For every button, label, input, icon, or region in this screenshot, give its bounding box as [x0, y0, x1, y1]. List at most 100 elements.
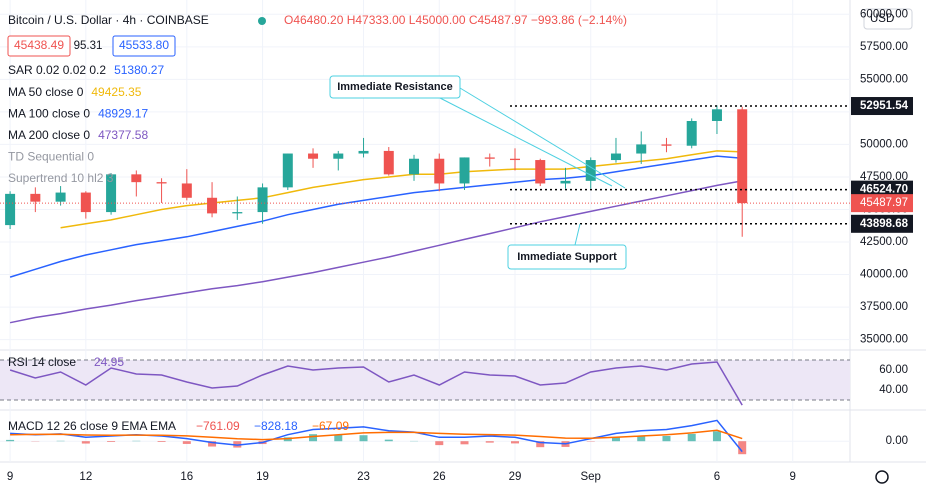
- ask: 45533.80: [119, 38, 169, 52]
- indicator-label: TD Sequential 0: [8, 150, 94, 164]
- series-line: [9, 361, 743, 406]
- marks-layer: [0, 105, 850, 455]
- x-tick-label: 6: [714, 471, 720, 483]
- indicator-value: 49425.35: [91, 85, 141, 99]
- candle-body: [181, 183, 192, 198]
- candle-body: [232, 212, 243, 214]
- overlay-layer: Bitcoin / U.S. Dollar · 4h · COINBASE O4…: [7, 8, 913, 484]
- histogram-bar: [460, 441, 469, 445]
- last-price-label: 45487.97: [860, 197, 908, 209]
- pane-value: −828.18: [254, 419, 298, 433]
- candle-body: [560, 180, 571, 184]
- candle-body: [358, 150, 369, 154]
- annotation-connector: [574, 223, 581, 246]
- candle-body: [434, 158, 445, 184]
- indicator-label: Supertrend 10 hl2 3: [8, 171, 114, 185]
- x-tick-label: 23: [357, 471, 370, 483]
- series-line: [9, 180, 743, 324]
- annotation-box: [329, 75, 461, 99]
- y-tick-label: 57500.00: [860, 41, 908, 53]
- histogram-bar: [637, 436, 646, 442]
- pane-title: RSI 14 close: [8, 355, 76, 369]
- series-line: [10, 429, 743, 441]
- histogram-bar: [738, 441, 747, 455]
- y-tick-label: 60.00: [879, 364, 908, 376]
- histogram-bar: [384, 439, 393, 442]
- histogram-bar: [359, 435, 368, 442]
- indicator-value: 51380.27: [114, 63, 164, 77]
- candle-body: [333, 153, 344, 159]
- indicator-label: MA 50 close 0: [8, 85, 84, 99]
- indicator-value: 47377.58: [98, 128, 148, 142]
- y-tick-label: 55000.00: [860, 73, 908, 85]
- currency-button[interactable]: [863, 8, 913, 30]
- candle-body: [484, 157, 495, 159]
- ask-box[interactable]: [112, 35, 176, 57]
- histogram-bar: [687, 433, 696, 442]
- histogram-bar: [208, 441, 217, 447]
- candle-body: [257, 187, 268, 213]
- indicator-label: MA 100 close 0: [8, 106, 90, 120]
- y-tick-label: 60000.00: [860, 8, 908, 20]
- x-tick-label: 16: [180, 471, 193, 483]
- x-tick-label: 9: [789, 471, 795, 483]
- x-tick-label: 9: [7, 471, 13, 483]
- histogram-bar: [309, 434, 318, 442]
- candle-body: [80, 192, 91, 213]
- y-tick-label: 40.00: [879, 384, 908, 396]
- bid: 45438.49: [14, 38, 64, 52]
- spread: 95.31: [74, 40, 103, 52]
- level-label-box: [851, 214, 913, 233]
- market-status: [258, 17, 266, 25]
- y-tick-label: 40000.00: [860, 269, 908, 281]
- annotation-connector: [459, 87, 626, 189]
- bid-box[interactable]: [7, 35, 71, 57]
- histogram-bar: [157, 441, 166, 442]
- histogram-bar: [435, 441, 444, 446]
- candle-body: [207, 197, 218, 214]
- candle-body: [5, 193, 16, 226]
- candle-body: [308, 153, 319, 159]
- candle-body: [737, 109, 748, 204]
- candle-body: [156, 182, 167, 184]
- histogram-bar: [712, 431, 721, 442]
- x-tick-label: 12: [79, 471, 92, 483]
- y-tick-label: 42500.00: [860, 236, 908, 248]
- candle-body: [106, 174, 117, 213]
- level-label: 52951.54: [860, 100, 909, 112]
- settings-icon[interactable]: [875, 470, 889, 484]
- annotation-text: Immediate Support: [517, 251, 617, 263]
- histogram-bar: [107, 441, 116, 442]
- x-tick-label: 26: [433, 471, 446, 483]
- pane-value: −761.09: [196, 419, 240, 433]
- histogram-bar: [485, 441, 494, 443]
- indicator-label: SAR 0.02 0.02 0.2: [8, 63, 106, 77]
- candle-body: [711, 109, 722, 122]
- histogram-bar: [182, 441, 191, 444]
- candle-body: [585, 160, 596, 181]
- histogram-bar: [6, 439, 15, 442]
- series-line: [9, 155, 743, 278]
- currency: USD: [870, 13, 894, 25]
- candle-body: [383, 150, 394, 175]
- y-tick-label: 47500.00: [860, 171, 908, 183]
- histogram-bar: [536, 441, 545, 448]
- ohlc: O46480.20 H47333.00 L45000.00 C45487.97 …: [284, 13, 627, 27]
- x-tick-label: Sep: [580, 471, 600, 483]
- annotation-box: [507, 244, 627, 270]
- candle-body: [636, 144, 647, 154]
- candle-body: [30, 193, 41, 202]
- histogram-bar: [334, 434, 343, 442]
- last-price-box: [851, 194, 913, 213]
- series-line: [60, 150, 743, 229]
- candle-body: [131, 174, 142, 183]
- y-tick-label: 37500.00: [860, 301, 908, 313]
- histogram-bar: [510, 441, 519, 444]
- y-tick-label: 0.00: [886, 435, 908, 447]
- level-label: 46524.70: [860, 184, 908, 196]
- candle-body: [509, 158, 520, 161]
- candle-body: [409, 158, 420, 175]
- candle-body: [661, 144, 672, 146]
